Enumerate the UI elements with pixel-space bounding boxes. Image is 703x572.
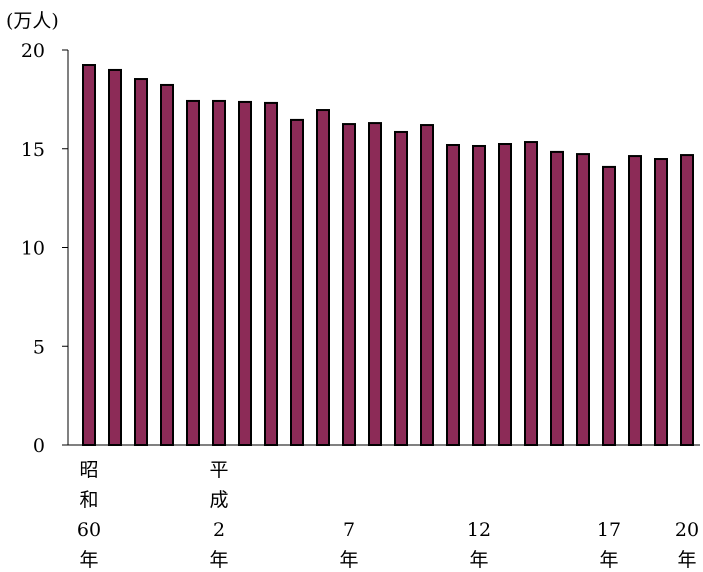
y-tick-label: 15	[21, 139, 45, 161]
bar	[420, 124, 434, 447]
y-tick-label: 20	[21, 40, 45, 62]
bar	[238, 100, 252, 446]
bar	[368, 122, 382, 446]
bar	[680, 154, 694, 446]
bar	[498, 143, 512, 446]
bar	[108, 68, 122, 446]
bar	[342, 123, 356, 446]
bar	[628, 155, 642, 446]
bar	[394, 130, 408, 446]
bar	[134, 78, 148, 446]
x-tick-label: 20 年	[675, 519, 699, 571]
x-tick-label: 平成 2 年	[209, 459, 228, 571]
bar	[524, 141, 538, 446]
bar	[316, 109, 330, 446]
y-tick-label: 10	[21, 238, 45, 260]
bar	[160, 83, 174, 447]
bar	[82, 64, 96, 446]
y-tick-label: 0	[33, 435, 45, 457]
bar	[576, 153, 590, 447]
bar	[446, 143, 460, 446]
bar	[186, 99, 200, 447]
bar	[602, 165, 616, 446]
x-tick-label: 昭和 60 年	[77, 459, 101, 571]
y-tick-label: 5	[33, 336, 45, 358]
bar	[212, 99, 226, 447]
bar	[290, 118, 304, 446]
x-tick-label: 12 年	[467, 519, 491, 571]
y-axis-label: (万人)	[6, 10, 59, 32]
x-tick-label: 17 年	[597, 519, 621, 571]
bar	[264, 101, 278, 447]
bar	[654, 158, 668, 447]
bar	[550, 150, 564, 446]
bar	[472, 144, 486, 447]
